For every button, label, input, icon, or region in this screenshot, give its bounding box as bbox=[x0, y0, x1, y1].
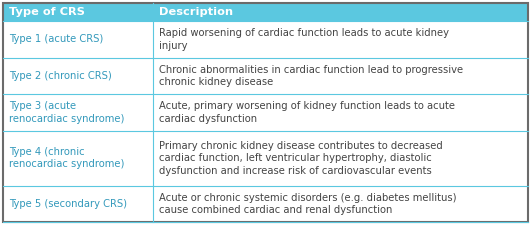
Text: Type 5 (secondary CRS): Type 5 (secondary CRS) bbox=[9, 199, 127, 209]
Text: Type 1 (acute CRS): Type 1 (acute CRS) bbox=[9, 34, 103, 45]
Bar bbox=[3, 131, 528, 185]
Text: Acute or chronic systemic disorders (e.g. diabetes mellitus)
cause combined card: Acute or chronic systemic disorders (e.g… bbox=[159, 193, 456, 215]
Text: Description: Description bbox=[159, 7, 233, 17]
Bar bbox=[3, 185, 528, 222]
Text: Type 4 (chronic
renocardiac syndrome): Type 4 (chronic renocardiac syndrome) bbox=[9, 147, 124, 169]
Text: Acute, primary worsening of kidney function leads to acute
cardiac dysfunction: Acute, primary worsening of kidney funct… bbox=[159, 101, 455, 124]
Bar bbox=[3, 58, 528, 94]
Bar bbox=[3, 3, 528, 21]
Bar bbox=[3, 21, 528, 58]
Text: Chronic abnormalities in cardiac function lead to progressive
chronic kidney dis: Chronic abnormalities in cardiac functio… bbox=[159, 65, 463, 87]
Text: Rapid worsening of cardiac function leads to acute kidney
injury: Rapid worsening of cardiac function lead… bbox=[159, 28, 449, 51]
Bar bbox=[3, 94, 528, 131]
Text: Type of CRS: Type of CRS bbox=[9, 7, 85, 17]
Text: Primary chronic kidney disease contributes to decreased
cardiac function, left v: Primary chronic kidney disease contribut… bbox=[159, 141, 442, 176]
Text: Type 3 (acute
renocardiac syndrome): Type 3 (acute renocardiac syndrome) bbox=[9, 101, 124, 124]
Text: Type 2 (chronic CRS): Type 2 (chronic CRS) bbox=[9, 71, 112, 81]
